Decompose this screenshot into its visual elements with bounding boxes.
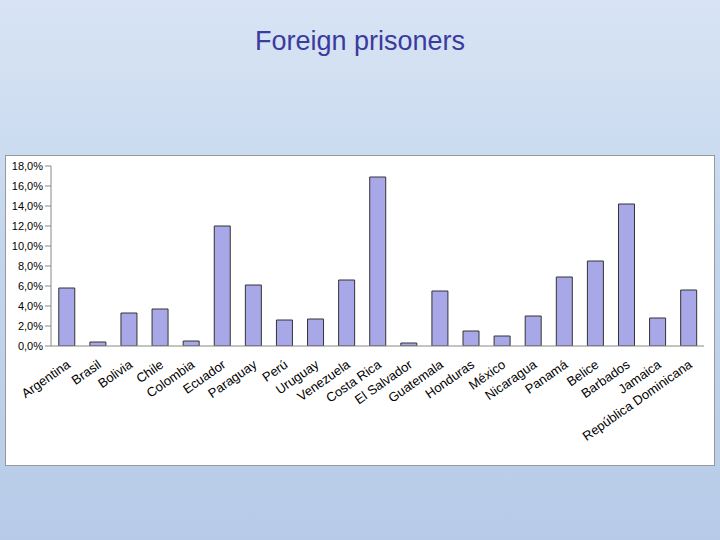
svg-text:8,0%: 8,0% [18,260,43,272]
svg-text:2,0%: 2,0% [18,320,43,332]
svg-text:Panamá: Panamá [522,356,571,397]
svg-text:Chile: Chile [133,356,167,386]
svg-text:6,0%: 6,0% [18,280,43,292]
svg-text:Costa Rica: Costa Rica [323,356,384,406]
svg-text:Guatemala: Guatemala [385,356,446,406]
svg-text:Argentina: Argentina [19,356,74,401]
svg-text:16,0%: 16,0% [12,180,43,192]
svg-text:Uruguay: Uruguay [272,356,322,398]
svg-text:4,0%: 4,0% [18,300,43,312]
svg-text:Barbados: Barbados [578,356,633,401]
svg-text:14,0%: 14,0% [12,200,43,212]
svg-text:Ecuador: Ecuador [180,356,229,397]
svg-text:Brasil: Brasil [68,356,104,388]
svg-text:Perú: Perú [259,356,291,385]
svg-text:Colombia: Colombia [143,356,198,401]
svg-text:El Salvador: El Salvador [351,356,415,408]
svg-text:Jamaica: Jamaica [615,356,664,397]
svg-text:Venezuela: Venezuela [294,356,353,404]
svg-text:10,0%: 10,0% [12,240,43,252]
svg-text:Bolivia: Bolivia [95,356,136,391]
svg-text:República Dominicana: República Dominicana [580,356,696,443]
svg-text:Nicaragua: Nicaragua [482,356,540,403]
svg-text:12,0%: 12,0% [12,220,43,232]
svg-text:Belice: Belice [563,356,602,390]
svg-text:Paraguay: Paraguay [205,356,260,400]
svg-text:18,0%: 18,0% [12,160,43,172]
html-text:Foreign prisoners: Foreign prisoners [255,26,465,56]
svg-text:México: México [465,356,509,393]
svg-text:Honduras: Honduras [422,356,478,402]
svg-text:0,0%: 0,0% [18,340,43,352]
